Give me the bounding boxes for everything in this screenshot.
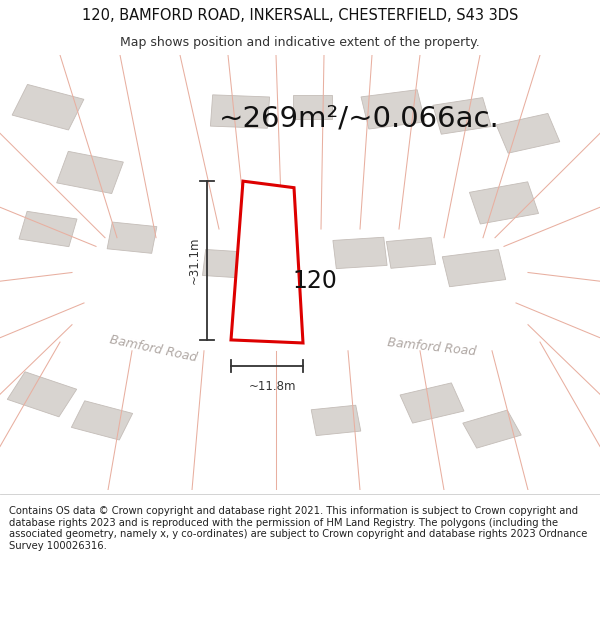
Text: 120: 120 bbox=[293, 269, 337, 293]
Bar bbox=[293, 95, 331, 119]
Text: ~11.8m: ~11.8m bbox=[249, 381, 297, 393]
Bar bbox=[12, 84, 84, 130]
Text: Bamford Road: Bamford Road bbox=[108, 333, 198, 364]
Bar bbox=[469, 182, 539, 224]
Bar bbox=[107, 222, 157, 253]
Bar bbox=[386, 238, 436, 268]
Bar bbox=[244, 253, 284, 279]
Bar bbox=[361, 90, 425, 129]
Bar bbox=[203, 249, 247, 278]
Text: ~31.1m: ~31.1m bbox=[187, 237, 200, 284]
Bar bbox=[463, 410, 521, 448]
Bar bbox=[71, 401, 133, 440]
Bar bbox=[496, 113, 560, 153]
Text: Contains OS data © Crown copyright and database right 2021. This information is : Contains OS data © Crown copyright and d… bbox=[9, 506, 587, 551]
Text: Bamford Road: Bamford Road bbox=[387, 336, 477, 359]
Bar bbox=[311, 405, 361, 436]
Bar bbox=[333, 238, 387, 269]
Text: Map shows position and indicative extent of the property.: Map shows position and indicative extent… bbox=[120, 36, 480, 49]
Bar bbox=[56, 151, 124, 194]
Bar bbox=[19, 211, 77, 247]
Bar bbox=[442, 249, 506, 287]
Bar bbox=[400, 383, 464, 423]
Text: ~269m²/~0.066ac.: ~269m²/~0.066ac. bbox=[219, 104, 500, 132]
Bar bbox=[211, 95, 269, 128]
Polygon shape bbox=[231, 181, 303, 343]
Bar bbox=[7, 372, 77, 417]
Bar bbox=[433, 98, 491, 134]
Text: 120, BAMFORD ROAD, INKERSALL, CHESTERFIELD, S43 3DS: 120, BAMFORD ROAD, INKERSALL, CHESTERFIE… bbox=[82, 8, 518, 23]
